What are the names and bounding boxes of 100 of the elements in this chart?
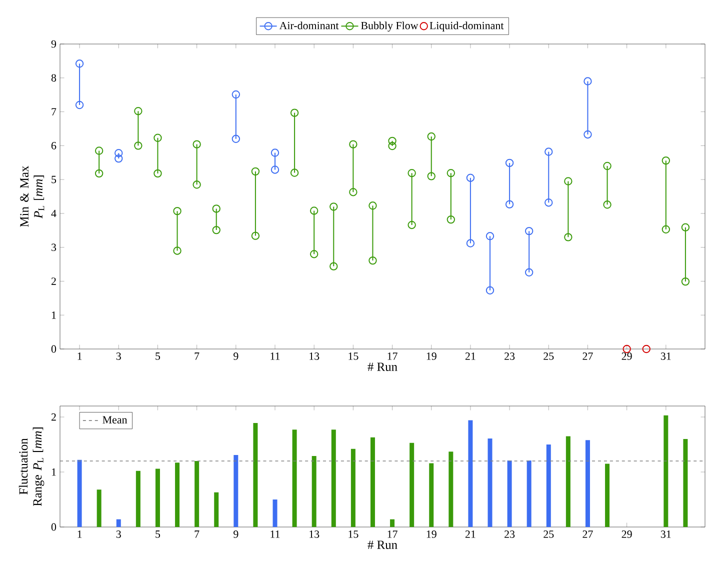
point: [134, 107, 142, 116]
bar: [390, 519, 395, 527]
x-tick-label: 17: [388, 530, 398, 538]
point: [330, 202, 338, 211]
bar: [253, 423, 258, 527]
x-tick-label: 3: [116, 352, 121, 360]
point: [544, 198, 553, 207]
point: [212, 226, 220, 234]
point: [330, 262, 338, 270]
y-tick-label: 1: [52, 468, 56, 476]
y-tick-label: 7: [52, 108, 56, 116]
bar: [585, 440, 590, 527]
x-tick-label: 19: [426, 530, 436, 538]
x-tick-label: 25: [544, 530, 554, 538]
point: [349, 188, 358, 196]
point: [603, 200, 612, 209]
point: [524, 226, 534, 236]
point: [94, 169, 104, 178]
bar: [546, 444, 551, 527]
x-tick-label: 7: [194, 530, 200, 538]
bar: [605, 464, 610, 527]
bar: [194, 461, 200, 527]
point: [192, 180, 201, 189]
y-tick-label: 2: [51, 278, 56, 285]
x-tick-label: 23: [504, 352, 515, 360]
point: [505, 200, 514, 208]
bar: [448, 452, 454, 527]
point: [681, 223, 690, 232]
point: [310, 250, 318, 258]
x-tick-label: 15: [348, 530, 358, 538]
point: [173, 206, 182, 216]
x-tick-label: 15: [348, 352, 358, 360]
point: [192, 140, 201, 148]
point: [270, 166, 280, 174]
x-tick-label: 1: [78, 530, 82, 538]
x-tick-label: 17: [388, 352, 398, 360]
bar: [350, 448, 356, 527]
bar: [429, 463, 434, 527]
point: [368, 256, 377, 265]
point: [505, 158, 514, 168]
point: [446, 215, 456, 224]
x-tick-label: 29: [622, 530, 632, 538]
point: [251, 232, 260, 240]
point: [584, 77, 592, 86]
bar: [312, 456, 316, 527]
bar: [683, 439, 688, 527]
y-tick-label: 3: [52, 244, 56, 252]
legend-label: Bubbly Flow: [361, 22, 418, 32]
bar: [664, 415, 668, 527]
bar: [488, 438, 492, 527]
y-tick-label: 2: [51, 413, 56, 421]
y-tick-label: 6: [51, 142, 56, 150]
point: [388, 142, 396, 150]
point: [388, 136, 396, 146]
bar: [292, 430, 297, 527]
point: [251, 167, 260, 176]
x-tick-label: 23: [504, 530, 515, 538]
point: [524, 268, 534, 277]
point: [94, 146, 104, 155]
point: [408, 169, 416, 178]
point: [642, 344, 650, 354]
point: [290, 108, 299, 117]
bar: [331, 430, 336, 527]
x-tick-label: 9: [234, 352, 238, 360]
point: [75, 100, 84, 110]
x-tick-label: 5: [156, 530, 160, 538]
y-tick-label: 1: [52, 311, 56, 319]
point: [408, 220, 416, 230]
point: [603, 162, 612, 170]
point: [212, 204, 220, 213]
y-tick-label: 5: [52, 176, 56, 184]
point: [427, 132, 436, 141]
bar: [468, 420, 473, 527]
point: [466, 174, 475, 182]
legend-label: Mean: [102, 416, 128, 424]
bar: [410, 442, 414, 527]
x-tick-label: 9: [234, 530, 238, 538]
x-tick-label: 3: [116, 530, 121, 538]
x-tick-label: 13: [310, 352, 320, 360]
x-tick-label: 19: [426, 352, 436, 360]
point: [446, 169, 456, 178]
bar: [175, 462, 180, 527]
legend-label: Liquid-dominant: [430, 22, 504, 32]
bar: [507, 460, 512, 527]
x-tick-label: 11: [270, 352, 280, 360]
point: [173, 246, 182, 255]
x-tick-label: 21: [465, 530, 476, 538]
bar: [370, 437, 375, 527]
y-tick-label: 8: [51, 74, 56, 82]
x-axis-title: # Run: [368, 540, 398, 550]
point: [544, 148, 553, 156]
x-tick-label: 1: [78, 352, 82, 360]
y-tick-label: 9: [51, 40, 56, 48]
bar: [272, 500, 278, 527]
y-axis-title: Min & Max P$_{L}$ [mm]: [20, 166, 44, 227]
point: [662, 225, 670, 234]
x-tick-label: 25: [544, 352, 554, 360]
point: [310, 206, 318, 215]
x-tick-label: 7: [194, 352, 200, 360]
point: [564, 233, 572, 242]
